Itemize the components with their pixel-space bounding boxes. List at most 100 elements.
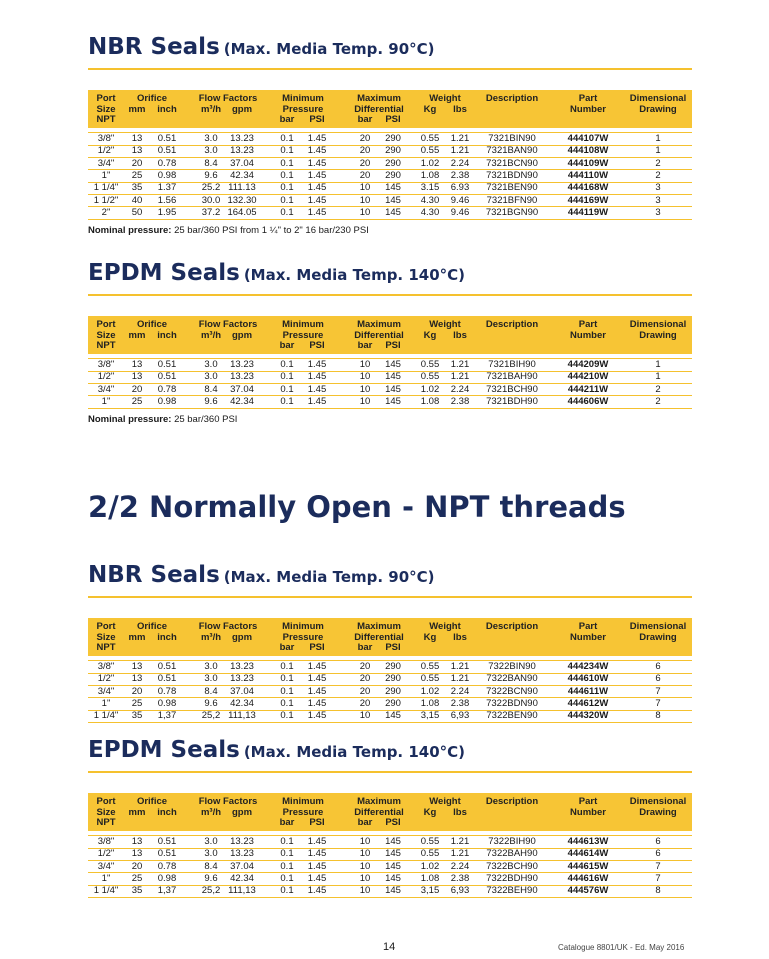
table-cell: 6: [655, 848, 661, 860]
header-sub: Kg: [423, 329, 437, 341]
header-sub: gpm: [231, 806, 253, 818]
table-cell: 145: [385, 194, 401, 206]
table-cell: 1": [101, 169, 111, 181]
table-cell: 1.45: [307, 661, 327, 672]
table-cell: 145: [385, 885, 401, 897]
table-cell: 145: [385, 860, 401, 872]
table-cell: 1.21: [450, 371, 470, 383]
row-line: [88, 872, 692, 874]
table-cell: 3/8": [97, 836, 115, 847]
table-cell: 0.1: [280, 848, 294, 860]
header-sub: lbs: [453, 103, 467, 115]
table-cell: 2.38: [450, 697, 470, 709]
table-cell: 1": [101, 872, 111, 884]
table-cell: 1.37: [157, 182, 177, 194]
header-label: Flow Factors: [198, 621, 258, 632]
table-cell: 1.45: [307, 685, 327, 697]
table-cell: 444606W: [567, 395, 609, 407]
table-cell: 0.1: [280, 673, 294, 685]
header-sub: inch: [157, 631, 177, 643]
table-cell: 3/4": [97, 685, 115, 697]
row-line: [88, 181, 692, 183]
table-cell: 0.1: [280, 371, 294, 383]
section-title: EPDM Seals (Max. Media Temp. 140°C): [88, 260, 465, 286]
header-label: Orifice: [136, 621, 168, 632]
table-cell: 444110W: [567, 169, 609, 181]
row-line: [88, 157, 692, 159]
row-line: [88, 370, 692, 372]
table-cell: 290: [385, 697, 401, 709]
table-cell: 290: [385, 661, 401, 672]
table-cell: 3/8": [97, 661, 115, 672]
section-subtitle: (Max. Media Temp. 140°C): [243, 266, 466, 284]
table-cell: 0.78: [157, 383, 177, 395]
header-label: Minimum Pressure: [282, 319, 324, 341]
table-cell: 13: [131, 145, 143, 157]
table-cell: 7321BCN90: [486, 157, 538, 169]
table-cell: 1.45: [307, 359, 327, 370]
table-cell: 0.1: [280, 710, 294, 722]
table-cell: 3.0: [204, 836, 218, 847]
table-cell: 3,15: [420, 885, 440, 897]
table-cell: 1.21: [450, 848, 470, 860]
table-cell: 0.55: [420, 673, 440, 685]
header-sub: Kg: [423, 631, 437, 643]
table-cell: 0.1: [280, 661, 294, 672]
header-label: Minimum Pressure: [282, 93, 324, 115]
table-cell: 42.34: [230, 395, 254, 407]
table-cell: 2: [655, 395, 661, 407]
table-cell: 7: [655, 685, 661, 697]
table-cell: 1.45: [307, 371, 327, 383]
section-title: NBR Seals (Max. Media Temp. 90°C): [88, 562, 435, 588]
table-cell: 3/8": [97, 359, 115, 370]
header-label: Port Size NPT: [96, 796, 116, 828]
table-cell: 20: [359, 685, 371, 697]
table-cell: 0.1: [280, 169, 294, 181]
header-label: Part Number: [570, 319, 606, 341]
table-cell: 3.0: [204, 661, 218, 672]
table-cell: 7321BCH90: [486, 383, 538, 395]
row-line: [88, 358, 692, 359]
table-cell: 3.15: [420, 182, 440, 194]
table-cell: 0.1: [280, 685, 294, 697]
table-cell: 3: [655, 194, 661, 206]
table-cell: 1.45: [307, 206, 327, 218]
header-label: Maximum Differential: [354, 621, 404, 643]
table-cell: 7: [655, 697, 661, 709]
table-cell: 13: [131, 848, 143, 860]
table-cell: 444108W: [567, 145, 609, 157]
table-cell: 13.23: [230, 836, 254, 847]
table-cell: 3/8": [97, 133, 115, 144]
table-cell: 8.4: [204, 860, 218, 872]
nominal-pressure-note: Nominal pressure: 25 bar/360 PSI: [88, 414, 237, 425]
table-cell: 7321BDN90: [486, 169, 538, 181]
section-title: EPDM Seals (Max. Media Temp. 140°C): [88, 737, 465, 763]
table-cell: 444209W: [567, 359, 609, 370]
header-label: Part Number: [570, 796, 606, 818]
header-label: Minimum Pressure: [282, 621, 324, 643]
header-label: Weight: [429, 796, 461, 807]
header-sub: bar: [357, 817, 373, 828]
title-rule: [88, 596, 692, 598]
table-cell: 444234W: [567, 661, 609, 672]
table-cell: 9.6: [204, 169, 218, 181]
note-label: Nominal pressure:: [88, 414, 172, 426]
table-cell: 444616W: [567, 872, 609, 884]
table-cell: 25: [131, 697, 143, 709]
row-line: [88, 835, 692, 836]
header-label: Orifice: [136, 796, 168, 807]
table-cell: 1.45: [307, 710, 327, 722]
table-cell: 1: [655, 359, 661, 370]
table-cell: 3.0: [204, 359, 218, 370]
table-cell: 13: [131, 661, 143, 672]
table-cell: 4.30: [420, 206, 440, 218]
table-cell: 13.23: [230, 673, 254, 685]
table-cell: 145: [385, 395, 401, 407]
table-cell: 6: [655, 673, 661, 685]
table-cell: 37.04: [230, 860, 254, 872]
section-title-text: NBR Seals: [88, 34, 220, 60]
table-cell: 3/4": [97, 157, 115, 169]
table-cell: 444168W: [567, 182, 609, 194]
table-cell: 25,2: [201, 710, 221, 722]
header-label: Maximum Differential: [354, 796, 404, 818]
